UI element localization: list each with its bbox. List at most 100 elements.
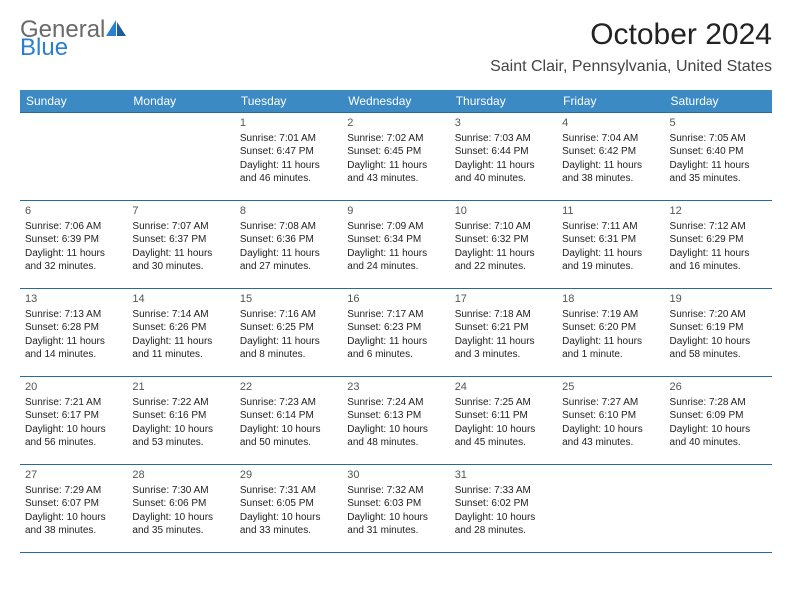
sunset-text: Sunset: 6:19 PM xyxy=(670,321,767,335)
day-number: 28 xyxy=(132,468,229,483)
logo: General Blue xyxy=(20,18,127,60)
sunset-text: Sunset: 6:37 PM xyxy=(132,233,229,247)
day-number: 19 xyxy=(670,292,767,307)
day-number: 13 xyxy=(25,292,122,307)
daylight-text: Daylight: 11 hours and 19 minutes. xyxy=(562,247,659,274)
calendar-week-row: 20Sunrise: 7:21 AMSunset: 6:17 PMDayligh… xyxy=(20,377,772,465)
day-number: 20 xyxy=(25,380,122,395)
daylight-text: Daylight: 11 hours and 24 minutes. xyxy=(347,247,444,274)
sunset-text: Sunset: 6:26 PM xyxy=(132,321,229,335)
calendar-day-cell: 29Sunrise: 7:31 AMSunset: 6:05 PMDayligh… xyxy=(235,465,342,553)
calendar-day-cell: 26Sunrise: 7:28 AMSunset: 6:09 PMDayligh… xyxy=(665,377,772,465)
sunset-text: Sunset: 6:11 PM xyxy=(455,409,552,423)
sunrise-text: Sunrise: 7:03 AM xyxy=(455,132,552,146)
day-number: 5 xyxy=(670,116,767,131)
daylight-text: Daylight: 10 hours and 58 minutes. xyxy=(670,335,767,362)
calendar-day-cell: 22Sunrise: 7:23 AMSunset: 6:14 PMDayligh… xyxy=(235,377,342,465)
sunrise-text: Sunrise: 7:25 AM xyxy=(455,396,552,410)
calendar-day-cell: 27Sunrise: 7:29 AMSunset: 6:07 PMDayligh… xyxy=(20,465,127,553)
calendar-day-cell: 14Sunrise: 7:14 AMSunset: 6:26 PMDayligh… xyxy=(127,289,234,377)
sunset-text: Sunset: 6:28 PM xyxy=(25,321,122,335)
sunrise-text: Sunrise: 7:14 AM xyxy=(132,308,229,322)
day-number: 25 xyxy=(562,380,659,395)
day-header: Thursday xyxy=(450,90,557,113)
logo-sail-icon xyxy=(105,19,127,37)
calendar-day-cell: 9Sunrise: 7:09 AMSunset: 6:34 PMDaylight… xyxy=(342,201,449,289)
day-number: 10 xyxy=(455,204,552,219)
daylight-text: Daylight: 11 hours and 46 minutes. xyxy=(240,159,337,186)
daylight-text: Daylight: 11 hours and 8 minutes. xyxy=(240,335,337,362)
sunrise-text: Sunrise: 7:31 AM xyxy=(240,484,337,498)
calendar-day-cell xyxy=(20,113,127,201)
calendar-day-cell xyxy=(127,113,234,201)
calendar-day-cell: 6Sunrise: 7:06 AMSunset: 6:39 PMDaylight… xyxy=(20,201,127,289)
calendar-day-cell: 23Sunrise: 7:24 AMSunset: 6:13 PMDayligh… xyxy=(342,377,449,465)
daylight-text: Daylight: 11 hours and 6 minutes. xyxy=(347,335,444,362)
day-number: 15 xyxy=(240,292,337,307)
sunrise-text: Sunrise: 7:12 AM xyxy=(670,220,767,234)
daylight-text: Daylight: 10 hours and 43 minutes. xyxy=(562,423,659,450)
daylight-text: Daylight: 10 hours and 38 minutes. xyxy=(25,511,122,538)
sunset-text: Sunset: 6:02 PM xyxy=(455,497,552,511)
sunrise-text: Sunrise: 7:06 AM xyxy=(25,220,122,234)
sunset-text: Sunset: 6:45 PM xyxy=(347,145,444,159)
calendar-day-cell: 12Sunrise: 7:12 AMSunset: 6:29 PMDayligh… xyxy=(665,201,772,289)
calendar-day-cell: 20Sunrise: 7:21 AMSunset: 6:17 PMDayligh… xyxy=(20,377,127,465)
sunset-text: Sunset: 6:31 PM xyxy=(562,233,659,247)
daylight-text: Daylight: 11 hours and 32 minutes. xyxy=(25,247,122,274)
calendar-day-cell: 30Sunrise: 7:32 AMSunset: 6:03 PMDayligh… xyxy=(342,465,449,553)
sunset-text: Sunset: 6:32 PM xyxy=(455,233,552,247)
day-number: 23 xyxy=(347,380,444,395)
day-header-row: Sunday Monday Tuesday Wednesday Thursday… xyxy=(20,90,772,113)
sunrise-text: Sunrise: 7:08 AM xyxy=(240,220,337,234)
day-header: Sunday xyxy=(20,90,127,113)
calendar-day-cell: 1Sunrise: 7:01 AMSunset: 6:47 PMDaylight… xyxy=(235,113,342,201)
sunrise-text: Sunrise: 7:16 AM xyxy=(240,308,337,322)
day-number: 7 xyxy=(132,204,229,219)
daylight-text: Daylight: 10 hours and 31 minutes. xyxy=(347,511,444,538)
sunrise-text: Sunrise: 7:07 AM xyxy=(132,220,229,234)
month-title: October 2024 xyxy=(490,18,772,52)
sunrise-text: Sunrise: 7:01 AM xyxy=(240,132,337,146)
calendar-day-cell: 21Sunrise: 7:22 AMSunset: 6:16 PMDayligh… xyxy=(127,377,234,465)
sunset-text: Sunset: 6:47 PM xyxy=(240,145,337,159)
sunset-text: Sunset: 6:14 PM xyxy=(240,409,337,423)
sunrise-text: Sunrise: 7:21 AM xyxy=(25,396,122,410)
sunrise-text: Sunrise: 7:20 AM xyxy=(670,308,767,322)
day-number: 12 xyxy=(670,204,767,219)
sunset-text: Sunset: 6:29 PM xyxy=(670,233,767,247)
daylight-text: Daylight: 10 hours and 28 minutes. xyxy=(455,511,552,538)
sunrise-text: Sunrise: 7:04 AM xyxy=(562,132,659,146)
day-number: 8 xyxy=(240,204,337,219)
calendar-day-cell: 5Sunrise: 7:05 AMSunset: 6:40 PMDaylight… xyxy=(665,113,772,201)
day-number: 24 xyxy=(455,380,552,395)
daylight-text: Daylight: 11 hours and 43 minutes. xyxy=(347,159,444,186)
day-number: 4 xyxy=(562,116,659,131)
day-number: 9 xyxy=(347,204,444,219)
daylight-text: Daylight: 10 hours and 53 minutes. xyxy=(132,423,229,450)
sunrise-text: Sunrise: 7:24 AM xyxy=(347,396,444,410)
sunset-text: Sunset: 6:03 PM xyxy=(347,497,444,511)
calendar-day-cell: 8Sunrise: 7:08 AMSunset: 6:36 PMDaylight… xyxy=(235,201,342,289)
sunrise-text: Sunrise: 7:19 AM xyxy=(562,308,659,322)
day-number: 29 xyxy=(240,468,337,483)
sunset-text: Sunset: 6:34 PM xyxy=(347,233,444,247)
sunrise-text: Sunrise: 7:33 AM xyxy=(455,484,552,498)
sunset-text: Sunset: 6:23 PM xyxy=(347,321,444,335)
sunset-text: Sunset: 6:42 PM xyxy=(562,145,659,159)
calendar-body: 1Sunrise: 7:01 AMSunset: 6:47 PMDaylight… xyxy=(20,113,772,553)
sunset-text: Sunset: 6:36 PM xyxy=(240,233,337,247)
day-header: Friday xyxy=(557,90,664,113)
daylight-text: Daylight: 10 hours and 48 minutes. xyxy=(347,423,444,450)
daylight-text: Daylight: 10 hours and 45 minutes. xyxy=(455,423,552,450)
day-header: Wednesday xyxy=(342,90,449,113)
calendar-day-cell: 28Sunrise: 7:30 AMSunset: 6:06 PMDayligh… xyxy=(127,465,234,553)
calendar-day-cell: 15Sunrise: 7:16 AMSunset: 6:25 PMDayligh… xyxy=(235,289,342,377)
title-block: October 2024 Saint Clair, Pennsylvania, … xyxy=(490,18,772,76)
sunset-text: Sunset: 6:05 PM xyxy=(240,497,337,511)
day-number: 31 xyxy=(455,468,552,483)
calendar-day-cell: 7Sunrise: 7:07 AMSunset: 6:37 PMDaylight… xyxy=(127,201,234,289)
sunrise-text: Sunrise: 7:17 AM xyxy=(347,308,444,322)
day-number: 16 xyxy=(347,292,444,307)
day-number: 18 xyxy=(562,292,659,307)
